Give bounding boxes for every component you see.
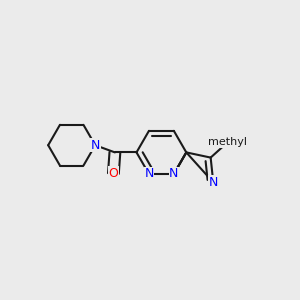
Text: methyl: methyl bbox=[208, 137, 247, 147]
Text: N: N bbox=[169, 167, 178, 181]
Text: N: N bbox=[91, 139, 100, 152]
Text: N: N bbox=[208, 176, 218, 189]
Text: N: N bbox=[144, 167, 154, 181]
Text: O: O bbox=[109, 167, 118, 180]
